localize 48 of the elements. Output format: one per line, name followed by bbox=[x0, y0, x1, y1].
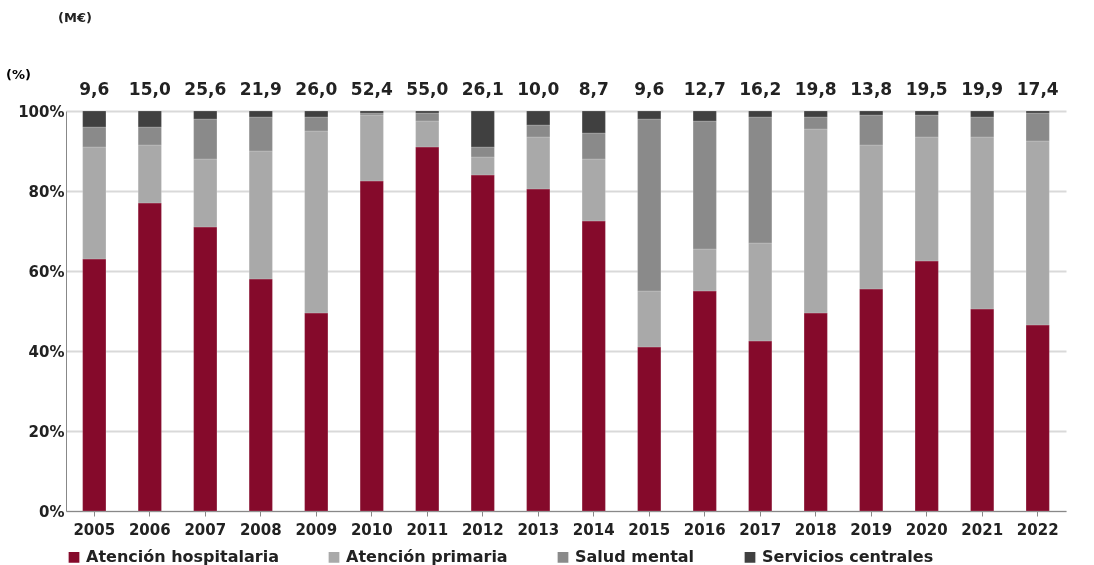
x-tick-label: 2015 bbox=[628, 520, 671, 539]
x-tick-label: 2010 bbox=[350, 520, 393, 539]
y-tick-label: 100% bbox=[18, 102, 65, 121]
y-tick-label: 20% bbox=[28, 422, 65, 441]
x-tick-label: 2022 bbox=[1016, 520, 1059, 539]
annotation: 19,9 bbox=[961, 79, 1004, 99]
y-tick-label: 80% bbox=[28, 182, 65, 201]
text: (M€) bbox=[58, 10, 92, 25]
x-tick-label: 2007 bbox=[184, 520, 227, 539]
legend-label: Atención primaria bbox=[346, 547, 508, 565]
x-tick-label: 2011 bbox=[406, 520, 449, 539]
annotation: 13,8 bbox=[850, 79, 893, 99]
annotation: 9,6 bbox=[79, 79, 110, 99]
x-tick-label: 2006 bbox=[128, 520, 171, 539]
annotation: 52,4 bbox=[350, 79, 393, 99]
legend-label: Servicios centrales bbox=[762, 547, 934, 565]
x-tick-label: 2017 bbox=[739, 520, 782, 539]
annotation: 19,8 bbox=[794, 79, 837, 99]
annotation: 10,0 bbox=[517, 79, 560, 99]
x-tick-label: 2014 bbox=[572, 520, 615, 539]
x-tick-label: 2019 bbox=[850, 520, 893, 539]
annotation: 55,0 bbox=[406, 79, 449, 99]
legend-label: Salud mental bbox=[575, 547, 695, 565]
annotation: 17,4 bbox=[1016, 79, 1059, 99]
y-tick-label: 0% bbox=[39, 502, 65, 521]
x-tick-label: 2012 bbox=[461, 520, 504, 539]
annotation: 16,2 bbox=[739, 79, 782, 99]
legend-label: Atención hospitalaria bbox=[86, 547, 279, 565]
annotation: 21,9 bbox=[239, 79, 282, 99]
y-tick-label: 40% bbox=[28, 342, 65, 361]
x-tick-label: 2013 bbox=[517, 520, 560, 539]
annotation: 15,0 bbox=[128, 79, 171, 99]
y-axis-title: (%) bbox=[6, 66, 31, 82]
annotation: 26,0 bbox=[295, 79, 338, 99]
x-tick-label: 2020 bbox=[905, 520, 948, 539]
annotation: 9,6 bbox=[634, 79, 665, 99]
x-tick-label: 2005 bbox=[73, 520, 116, 539]
x-tick-label: 2016 bbox=[683, 520, 726, 539]
x-tick-label: 2021 bbox=[961, 520, 1004, 539]
annotation: 8,7 bbox=[578, 79, 609, 99]
annotation: 26,1 bbox=[461, 79, 504, 99]
annotation: 25,6 bbox=[184, 79, 227, 99]
annotation: 19,5 bbox=[905, 79, 948, 99]
annotation: 12,7 bbox=[683, 79, 726, 99]
x-tick-label: 2018 bbox=[794, 520, 837, 539]
x-tick-label: 2008 bbox=[239, 520, 282, 539]
x-tick-label: 2009 bbox=[295, 520, 338, 539]
y-tick-label: 60% bbox=[28, 262, 65, 281]
